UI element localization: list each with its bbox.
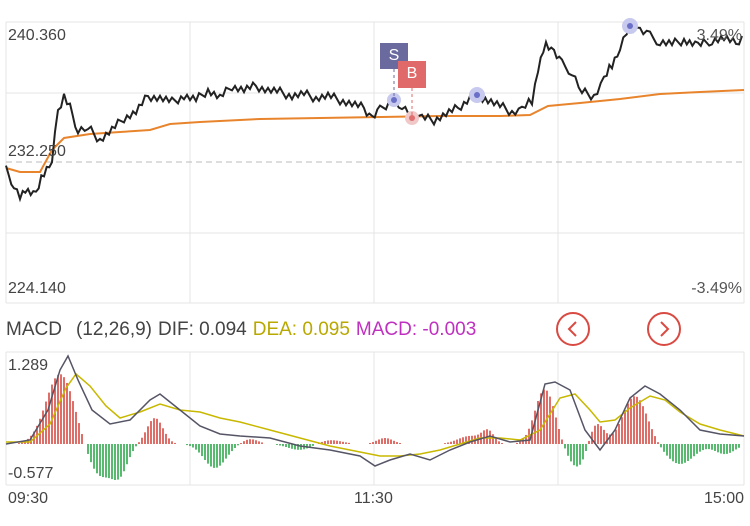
buy-marker[interactable]: B [398,61,426,88]
time-start-label: 09:30 [8,490,49,507]
time-mid-label: 11:30 [354,490,393,507]
macd-histogram [18,374,740,481]
time-end-label: 15:00 [703,490,744,507]
average-price-line [5,89,745,173]
macd-max-label: 1.289 [8,357,49,374]
chevron-left-icon [567,321,577,337]
macd-min-label: -0.577 [8,465,54,482]
dea-line [6,372,745,457]
prev-button[interactable] [556,312,590,346]
next-button[interactable] [647,312,681,346]
price-line [5,23,743,203]
macd-params: (12,26,9) [75,319,152,340]
chevron-right-icon [660,321,670,337]
price-high-label: 240.360 [8,27,66,44]
macd-grid [5,351,745,486]
macd-legend: MACD (12,26,9) DIF: 0.094 DEA: 0.095 MAC… [6,315,482,345]
macd-title: MACD [6,319,62,340]
price-chart[interactable] [0,0,750,310]
price-mid-label: 232.250 [8,143,66,160]
macd-chart[interactable] [0,350,750,490]
macd-value: MACD: -0.003 [355,319,477,340]
price-low-label: 224.140 [8,280,66,297]
dif-line [5,354,745,467]
pct-high-label: 3.49% [696,27,742,44]
dif-value: DIF: 0.094 [158,319,247,340]
pct-low-label: -3.49% [691,280,742,297]
dea-value: DEA: 0.095 [252,319,350,340]
